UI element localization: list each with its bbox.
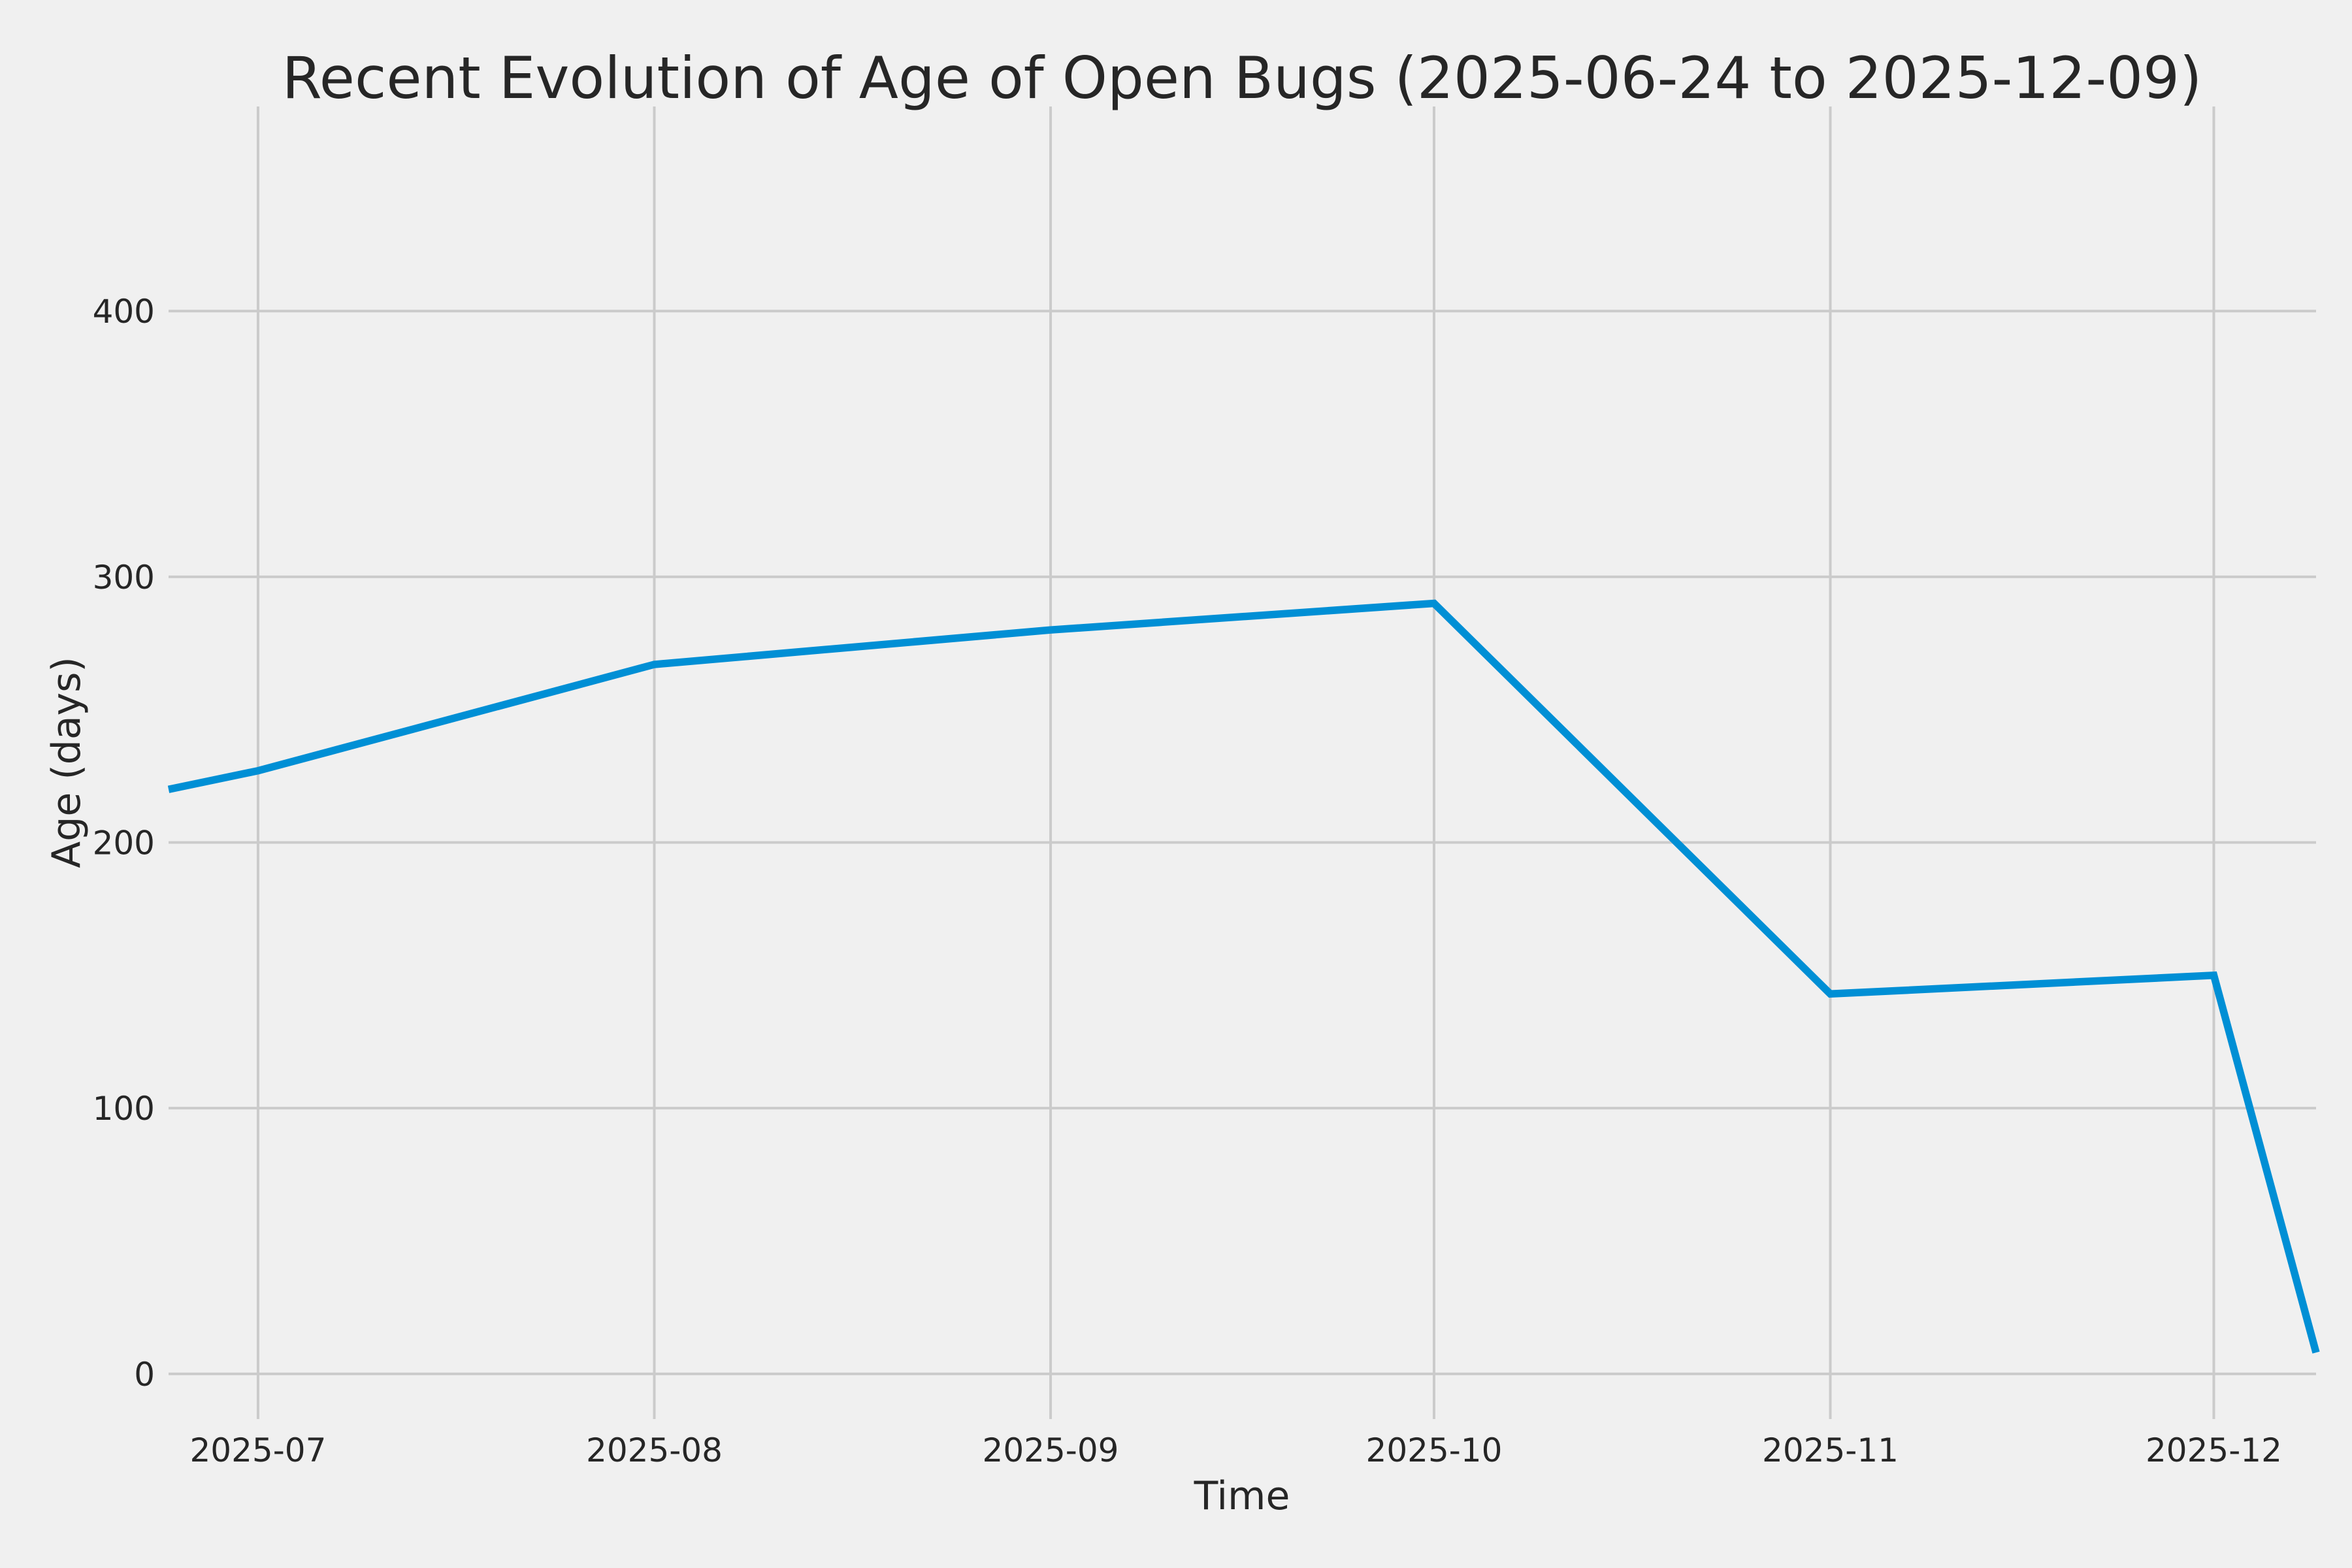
y-tick-label: 300 (93, 559, 155, 596)
y-tick-label: 200 (93, 825, 155, 862)
y-tick-label: 100 (93, 1090, 155, 1128)
y-tick-label: 0 (134, 1356, 155, 1394)
x-tick-label: 2025-12 (2146, 1431, 2282, 1469)
x-axis-label: Time (1194, 1473, 1290, 1519)
x-tick-label: 2025-11 (1762, 1431, 1899, 1469)
x-tick-label: 2025-08 (586, 1431, 723, 1469)
y-axis-label: Age (days) (44, 657, 90, 868)
x-tick-label: 2025-07 (189, 1431, 326, 1469)
data-line-age-of-open-bugs (167, 599, 2320, 1354)
x-tick-label: 2025-10 (1366, 1431, 1503, 1469)
x-tick-label: 2025-09 (983, 1431, 1119, 1469)
y-tick-label: 400 (93, 293, 155, 331)
chart-title: Recent Evolution of Age of Open Bugs (20… (282, 44, 2202, 112)
